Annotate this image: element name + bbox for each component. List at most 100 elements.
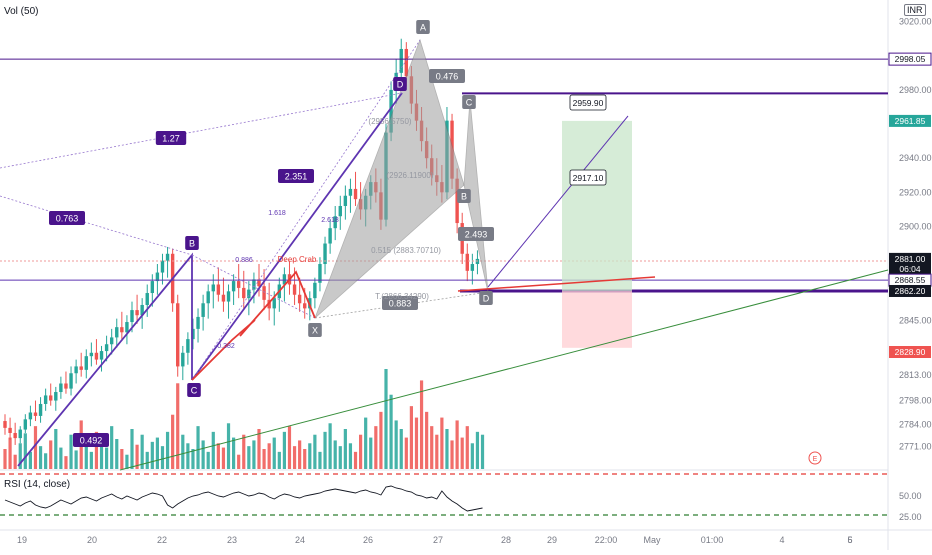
dotted-line: [191, 254, 316, 319]
candle-body: [79, 366, 83, 370]
candle-body: [226, 291, 231, 302]
volume-bar: [409, 406, 413, 469]
volume-bar: [64, 456, 68, 469]
currency-label: INR: [904, 4, 926, 16]
fib-label: 0.492: [73, 433, 109, 447]
candle-body: [109, 337, 114, 345]
ratio-label-bg: [458, 227, 494, 241]
pattern-point-label-text: A: [420, 23, 426, 33]
volume-bar: [181, 434, 185, 469]
pattern-point-label-text: C: [466, 98, 473, 108]
price-badge: 2862.20: [889, 284, 931, 297]
volume-bar: [206, 451, 210, 469]
candle-body: [247, 289, 251, 299]
volume-bar: [165, 431, 170, 469]
target-label: 2959.90: [569, 94, 607, 111]
red-line: [457, 276, 656, 292]
point-label-bg: [185, 236, 199, 250]
volume-bar: [272, 437, 276, 469]
volume-bar: [99, 441, 104, 469]
volume-bar: [237, 454, 241, 469]
volume-bar: [399, 429, 403, 469]
candle-body: [196, 316, 200, 329]
volume-indicator-label[interactable]: Vol (50): [4, 6, 39, 17]
volume-bar: [44, 453, 48, 469]
candle-body: [292, 284, 297, 295]
volume-bar: [89, 451, 93, 469]
volume-bar: [257, 429, 261, 469]
price-badge-label: 2961.85: [895, 116, 926, 126]
pattern-level-label: 0.515 (2883.70710): [371, 246, 441, 255]
volume-bar: [414, 417, 419, 469]
candle-body: [94, 352, 99, 360]
volume-bar: [333, 440, 337, 469]
volume-bar: [445, 429, 449, 469]
volume-bar: [252, 440, 256, 469]
volume-bar: [33, 426, 38, 469]
candle-body: [135, 310, 139, 316]
dotted-line: [191, 39, 421, 381]
pattern-level-label: (2926.11900): [387, 171, 434, 180]
projection-line: [487, 115, 629, 288]
volume-bar: [186, 443, 190, 469]
pattern-point-label-text: B: [461, 192, 467, 202]
candle-body: [216, 284, 221, 295]
candle-body: [99, 351, 104, 360]
time-tick-label: 01:00: [701, 535, 724, 545]
candle-body: [43, 395, 48, 404]
rsi-indicator-label[interactable]: RSI (14, close): [4, 479, 71, 490]
volume-bar: [110, 426, 114, 469]
candle-body: [176, 303, 180, 367]
price-tick-label: 2940.00: [899, 153, 932, 163]
volume-bar: [475, 431, 480, 469]
volume-bar: [94, 431, 99, 469]
candle-body: [69, 373, 73, 389]
point-label: D: [393, 77, 407, 91]
candle-body: [160, 260, 165, 273]
candle-body: [28, 412, 33, 420]
candle-body: [23, 419, 28, 430]
volume-bar: [277, 451, 281, 469]
fib-label: 1.27: [155, 131, 187, 145]
volume-bar: [74, 450, 78, 469]
candle-body: [125, 322, 129, 333]
time-tick-label: 27: [433, 535, 443, 545]
time-tick-label: 22:00: [595, 535, 618, 545]
candle-body: [155, 272, 160, 282]
target-label-text: 2959.90: [573, 98, 604, 108]
pattern-point-label-bg: [416, 20, 430, 34]
candle-body: [140, 304, 144, 316]
fib-label-bg: [155, 131, 187, 145]
ratio-label-text: 2.493: [465, 230, 488, 240]
volume-bar: [115, 439, 119, 469]
axes: 3020.00 2980.00 2940.00 2920.00 2900.00 2845.…: [17, 17, 932, 545]
volume-bar: [211, 431, 215, 469]
volume-bar: [145, 451, 149, 469]
candle-body: [181, 352, 185, 367]
volume-bar: [155, 437, 159, 469]
time-tick-label: 28: [501, 535, 511, 545]
target-label: 2917.10: [569, 169, 607, 186]
ratio-label: 0.476: [429, 69, 465, 83]
pattern-point-label-bg: [479, 291, 493, 305]
candle-body: [313, 282, 317, 299]
price-badge-label: 2998.05: [895, 54, 926, 64]
target-label-text: 2917.10: [573, 173, 604, 183]
time-tick-label: 26: [363, 535, 373, 545]
candle-body: [115, 327, 119, 338]
fib-label-text: 2.351: [285, 172, 308, 182]
volume-bar: [374, 426, 378, 469]
candle-body: [353, 188, 358, 200]
ratio-label-text: 0.883: [389, 299, 412, 309]
candle-body: [150, 281, 155, 294]
candle-body: [120, 327, 124, 333]
ratio-label-text: 0.476: [436, 72, 459, 82]
price-badge-label: 2868.55: [895, 275, 926, 285]
volume-bar: [196, 426, 200, 469]
volume-bar: [455, 420, 459, 469]
volume-bar: [120, 449, 124, 469]
volume-bar: [308, 443, 312, 469]
